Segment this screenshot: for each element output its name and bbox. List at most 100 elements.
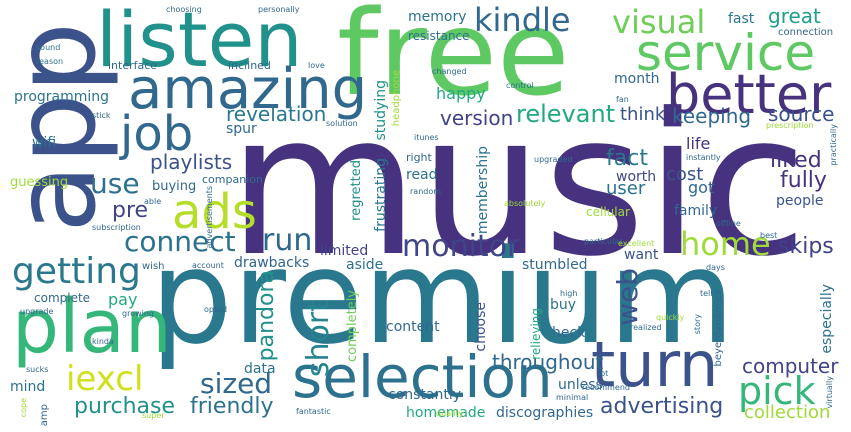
word-limited: limited <box>320 243 369 259</box>
word-want: want <box>624 247 659 263</box>
word-tell: tell <box>700 289 713 298</box>
word-better: better <box>666 63 832 126</box>
word-pre: pre <box>112 198 149 223</box>
word-random: random <box>410 187 442 196</box>
word-minimal: minimal <box>556 393 589 402</box>
word-choosing: choosing <box>166 5 202 14</box>
word-account: account <box>192 261 224 270</box>
word-high: high <box>560 289 578 298</box>
word-realized: realized <box>630 323 662 332</box>
word-sound: sound <box>36 43 61 52</box>
word-completely: completely <box>345 290 360 363</box>
word-listen: listen <box>96 0 303 84</box>
word-offline: offline <box>716 219 741 228</box>
word-stick: stick <box>92 111 111 120</box>
word-quality: quality <box>436 409 464 418</box>
word-short: short <box>301 300 336 378</box>
word-worth: worth <box>616 169 657 185</box>
word-cellular: cellular <box>586 205 630 219</box>
word-sucks: sucks <box>26 365 49 374</box>
word-happy: happy <box>436 84 486 103</box>
word-guessing: guessing <box>10 175 69 190</box>
word-computer: computer <box>742 354 839 378</box>
word-practically: practically <box>829 124 838 166</box>
word-love: love <box>308 61 325 70</box>
word-content: content <box>386 319 440 335</box>
word-control: control <box>506 81 534 90</box>
word-advertising: advertising <box>600 394 724 419</box>
word-aside: aside <box>346 257 384 273</box>
word-cost: cost <box>666 164 704 185</box>
word-beyerdynamics: beyerdynamics <box>713 290 724 367</box>
word-got: got <box>688 178 715 197</box>
word-data: data <box>244 361 276 377</box>
word-heck: heck <box>552 325 586 341</box>
word-selection: selection <box>292 343 553 411</box>
word-ads: ads <box>172 184 257 240</box>
word-unless: unless <box>558 377 603 393</box>
word-resistance: resistance <box>408 29 470 43</box>
word-version: version <box>440 106 514 130</box>
word-excellent: excellent <box>618 239 655 248</box>
word-advertisements: advertisements <box>205 186 214 249</box>
word-read: read <box>406 167 438 183</box>
word-service: service <box>636 24 816 82</box>
word-run: run <box>262 223 313 258</box>
word-personally: personally <box>258 5 300 14</box>
word-membership: membership <box>475 146 491 235</box>
word-relieving: relieving <box>529 308 543 360</box>
word-upgrade: upgrade <box>20 307 54 316</box>
word-liked: liked <box>770 148 822 173</box>
word-memory: memory <box>408 9 467 25</box>
word-interface: interface <box>108 59 158 72</box>
word-use: use <box>90 167 140 200</box>
word-job: job <box>120 106 194 162</box>
word-virtually: virtually <box>825 376 834 409</box>
word-skips: skips <box>778 234 834 259</box>
word-programming: programming <box>14 89 110 105</box>
word-web: web <box>611 268 644 326</box>
word-playlists: playlists <box>150 150 233 174</box>
word-constantly: constantly <box>388 387 462 403</box>
word-connection: connection <box>778 27 834 38</box>
word-great: great <box>768 4 821 28</box>
word-changed: changed <box>432 67 467 76</box>
word-particular: particular <box>584 237 623 246</box>
word-sized: sized <box>200 367 273 400</box>
word-fantastic: fantastic <box>296 407 331 416</box>
word-opted: opted <box>204 305 228 314</box>
word-throughout: throughout <box>492 350 604 374</box>
word-pay: pay <box>108 290 138 309</box>
word-mind: mind <box>10 379 46 395</box>
word-headphone: headphone <box>391 70 402 127</box>
word-visual: visual <box>612 3 706 41</box>
word-spur: spur <box>226 121 257 137</box>
word-family: family <box>674 203 718 219</box>
word-think: think <box>620 104 666 125</box>
word-lot: lot <box>598 369 609 378</box>
word-instantly: instantly <box>686 153 721 162</box>
word-drawbacks: drawbacks <box>234 255 310 271</box>
word-life: life <box>686 134 711 153</box>
word-connect: connect <box>124 225 236 258</box>
word-regretted: regretted <box>349 160 364 221</box>
word-recommend: recommend <box>582 383 630 392</box>
word-studying: studying <box>373 80 389 141</box>
word-fully: fully <box>780 168 827 193</box>
word-iexcl: iexcl <box>66 359 144 399</box>
word-relevant: relevant <box>516 100 616 128</box>
word-stumbled: stumbled <box>522 257 588 273</box>
word-monitor: monitor <box>402 229 520 264</box>
word-pick: pick <box>738 369 816 413</box>
word-growing: growing <box>122 309 154 318</box>
word-prescription: prescription <box>766 121 814 130</box>
word-super: super <box>142 411 165 420</box>
word-kindle: kindle <box>474 1 571 39</box>
word-music: music <box>228 72 808 300</box>
word-absolutely: absolutely <box>504 199 546 208</box>
word-solution: solution <box>326 119 358 128</box>
word-amp: amp <box>39 404 50 427</box>
word-getting: getting <box>12 251 141 292</box>
word-purchase: purchase <box>74 394 175 419</box>
word-user: user <box>606 178 646 199</box>
